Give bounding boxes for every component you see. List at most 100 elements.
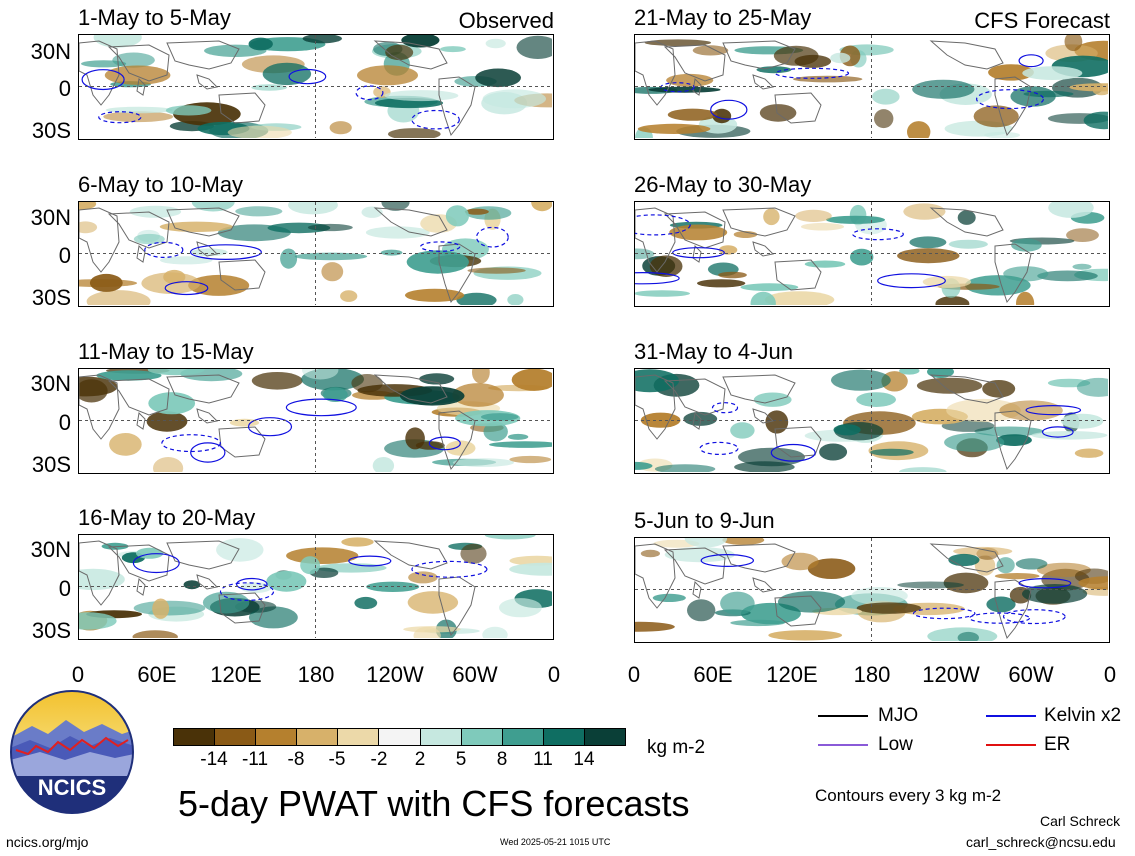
anomaly-blob: [635, 461, 653, 470]
coastline: [722, 207, 796, 237]
coastline: [373, 540, 448, 570]
panel-title-forecast-2: 26-May to 30-May: [634, 172, 812, 197]
coastline: [79, 374, 120, 440]
anomaly-blob: [850, 248, 874, 266]
kelvin-contour: [1018, 578, 1072, 589]
coastline: [663, 211, 726, 249]
map-panel-observed-1: [78, 34, 554, 140]
coastline: [752, 241, 775, 257]
email: carl_schreck@ncsu.edu: [966, 834, 1116, 850]
anomaly-blob: [1069, 83, 1108, 92]
anomaly-blob: [104, 65, 171, 85]
anomaly-blob: [516, 35, 552, 59]
anomaly-blob: [452, 383, 504, 407]
lat-label-eq: 0: [58, 410, 71, 435]
coastline: [136, 77, 146, 96]
lon-label: 60W: [452, 662, 498, 687]
anomaly-blob: [93, 35, 142, 48]
anomaly-blob: [329, 121, 352, 135]
coastline: [994, 579, 1032, 640]
lon-label: 0: [1103, 662, 1117, 687]
colorbar-swatch: [297, 729, 339, 745]
anomaly-blob: [341, 537, 374, 547]
anomaly-blob: [903, 203, 946, 220]
anomaly-blob: [365, 226, 430, 239]
lon-label: 120E: [210, 662, 262, 687]
colorbar-tick-label: -14: [200, 749, 228, 770]
anomaly-blob: [79, 376, 118, 397]
anomaly-blob: [216, 538, 264, 562]
coastline: [994, 76, 1032, 137]
anomaly-blob: [81, 60, 127, 68]
anomaly-blob: [720, 591, 755, 615]
lon-label: 0: [547, 662, 561, 687]
coastline: [136, 244, 146, 263]
anomaly-blob: [262, 62, 312, 86]
anomaly-blob: [897, 581, 964, 589]
kelvin-contour: [428, 436, 461, 451]
lat-label-30n: 30N: [30, 39, 71, 64]
coastline: [722, 40, 796, 70]
anomaly-blob: [109, 433, 142, 456]
lat-label-30s: 30S: [31, 618, 71, 643]
anomaly-blob: [1023, 90, 1074, 98]
colorbar-units: kg m-2: [647, 737, 706, 758]
anomaly-blob: [718, 271, 747, 279]
panel-title-forecast-3: 31-May to 4-Jun: [634, 339, 793, 364]
lat-label-eq: 0: [58, 576, 71, 601]
anomaly-blob: [132, 630, 178, 638]
anomaly-blob: [79, 612, 117, 630]
anomaly-blob: [406, 250, 469, 274]
kelvin-contour: [285, 398, 357, 417]
anomaly-blob: [1015, 558, 1048, 570]
anomaly-blob: [188, 274, 250, 296]
anomaly-blob: [897, 248, 960, 264]
anomaly-blob: [793, 75, 863, 83]
lat-label-30n: 30N: [30, 371, 71, 396]
anomaly-blob: [165, 105, 212, 116]
anomaly-blob: [1066, 228, 1099, 242]
colorbar-tick-label: -11: [241, 749, 269, 770]
map-canvas: [635, 202, 1108, 305]
anomaly-blob: [907, 121, 931, 138]
kelvin-contour: [476, 226, 509, 248]
anomaly-blob: [129, 205, 182, 218]
kelvin-contour: [247, 417, 293, 437]
kelvin-contour: [355, 85, 384, 101]
coastline: [107, 211, 170, 249]
anomaly-blob: [300, 556, 320, 575]
colorbar-swatch: [215, 729, 257, 745]
anomaly-blob: [152, 598, 170, 619]
anomaly-blob: [957, 210, 976, 225]
anomaly-blob: [652, 593, 686, 602]
anomaly-blob: [872, 88, 900, 105]
colorbar-tick-label: 2: [414, 749, 426, 770]
coastline: [692, 411, 702, 430]
anomaly-blob: [405, 288, 465, 302]
map-canvas: [635, 369, 1108, 472]
kelvin-contour: [635, 272, 680, 285]
coastline: [752, 577, 775, 593]
anomaly-blob: [750, 291, 776, 305]
anomaly-blob: [456, 292, 497, 305]
anomaly-blob: [509, 455, 552, 464]
anomaly-blob: [973, 105, 1019, 128]
kelvin-contour: [164, 281, 209, 296]
coastline: [774, 595, 822, 627]
anomaly-blob: [467, 267, 526, 274]
anomaly-blob: [807, 558, 856, 579]
observed-label: Observed: [458, 8, 554, 33]
map-panel-forecast-2: [634, 201, 1110, 307]
anomaly-blob: [153, 457, 184, 472]
coastline: [196, 574, 219, 590]
coastline: [218, 592, 266, 624]
anomaly-blob: [667, 108, 718, 121]
author: Carl Schreck: [1040, 813, 1121, 829]
lat-label-eq: 0: [58, 243, 71, 268]
anomaly-blob: [372, 457, 395, 472]
anomaly-blob: [756, 66, 792, 74]
anomaly-blob: [531, 202, 552, 212]
anomaly-blob: [1076, 377, 1108, 397]
anomaly-blob: [833, 424, 861, 436]
anomaly-blob: [644, 39, 712, 46]
